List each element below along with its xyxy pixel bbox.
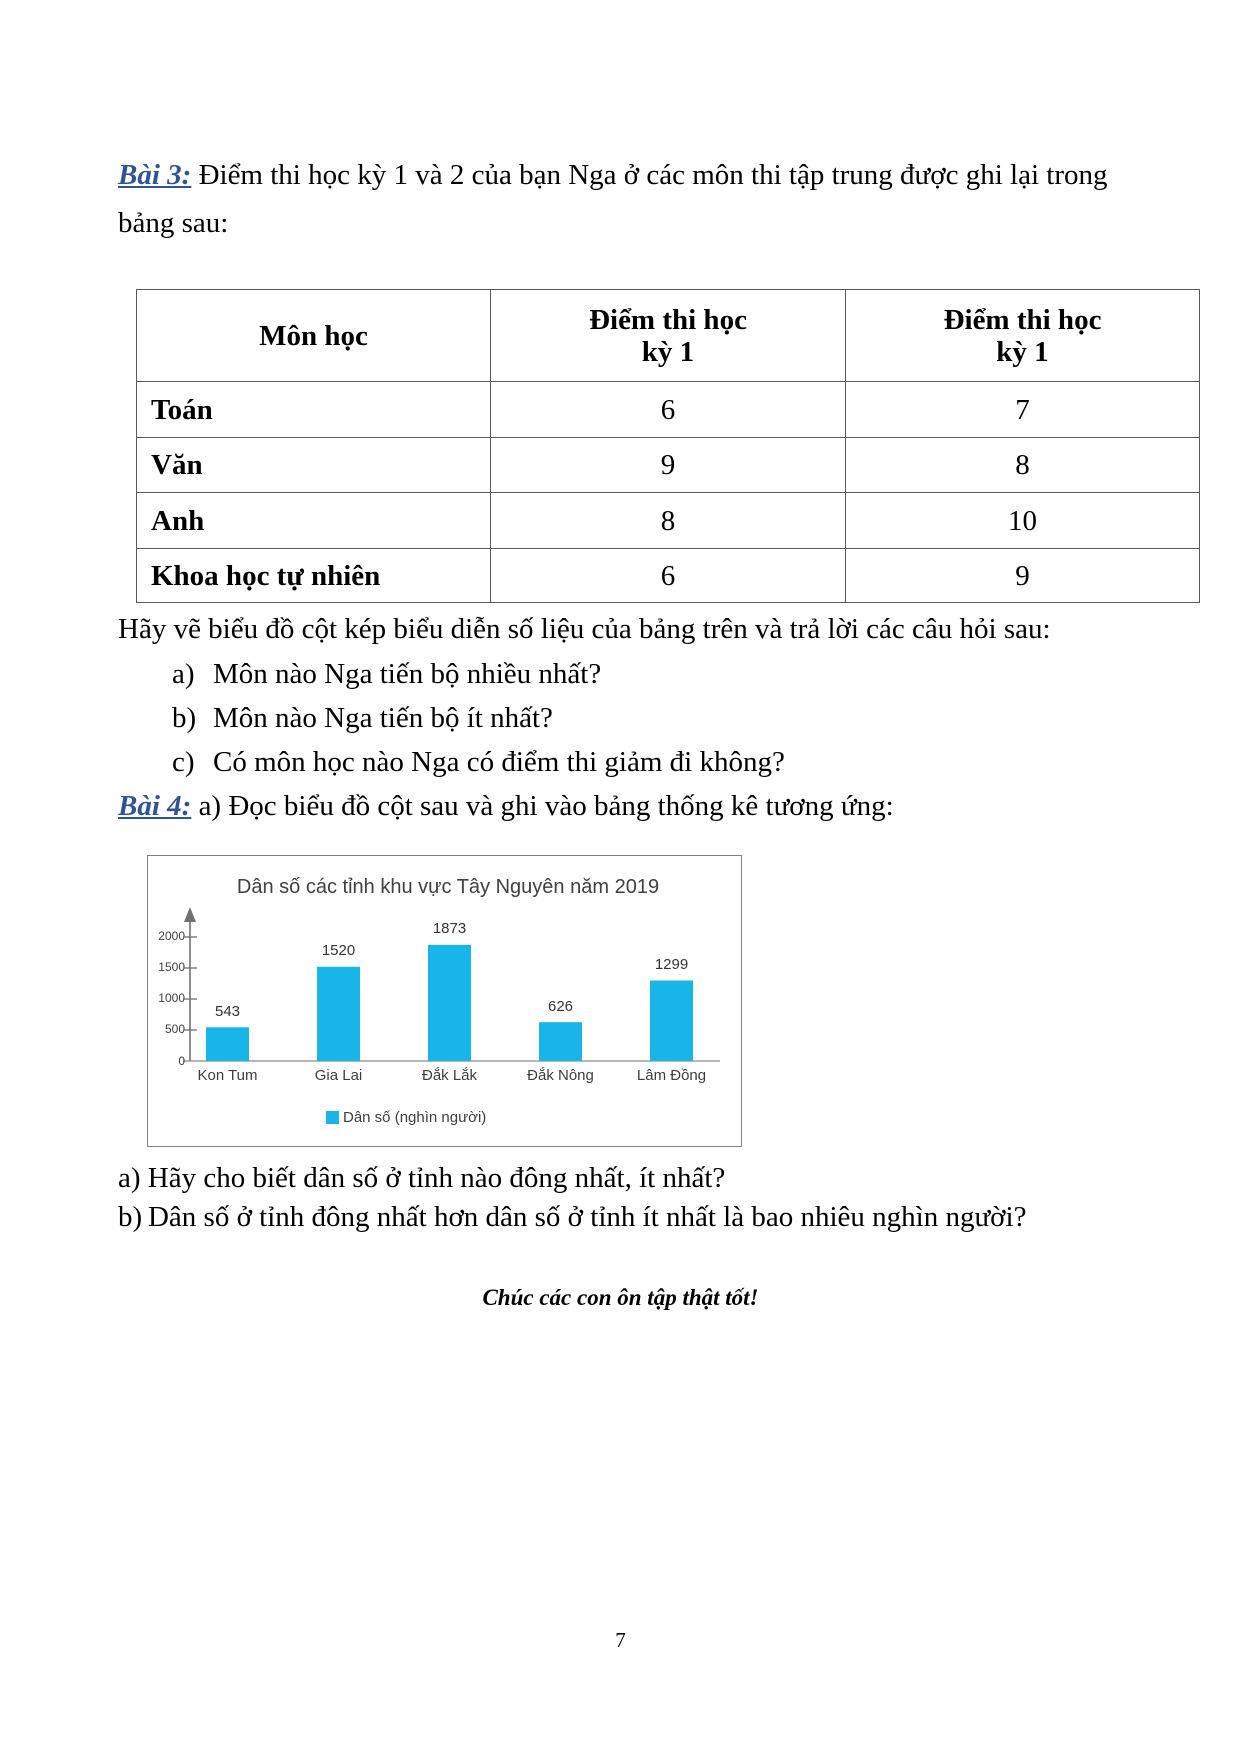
svg-text:Gia Lai: Gia Lai [315, 1067, 363, 1084]
svg-text:1500: 1500 [158, 960, 185, 974]
svg-text:Dân số (nghìn người): Dân số (nghìn người) [343, 1109, 486, 1126]
svg-text:Đắk Lắk: Đắk Lắk [422, 1067, 478, 1084]
svg-text:1520: 1520 [322, 942, 355, 959]
svg-text:1000: 1000 [158, 991, 185, 1005]
svg-text:Lâm Đồng: Lâm Đồng [637, 1067, 706, 1084]
svg-text:Kon Tum: Kon Tum [197, 1067, 257, 1084]
svg-text:Dân số các tỉnh khu vực Tây Ng: Dân số các tỉnh khu vực Tây Nguyên năm 2… [237, 876, 659, 898]
svg-text:2000: 2000 [158, 929, 185, 943]
svg-text:1873: 1873 [433, 920, 466, 937]
svg-text:543: 543 [215, 1003, 240, 1020]
svg-text:1299: 1299 [655, 956, 688, 973]
svg-text:Đắk Nông: Đắk Nông [527, 1067, 594, 1084]
svg-text:0: 0 [178, 1054, 185, 1068]
svg-text:626: 626 [548, 998, 573, 1015]
svg-text:500: 500 [165, 1022, 185, 1036]
